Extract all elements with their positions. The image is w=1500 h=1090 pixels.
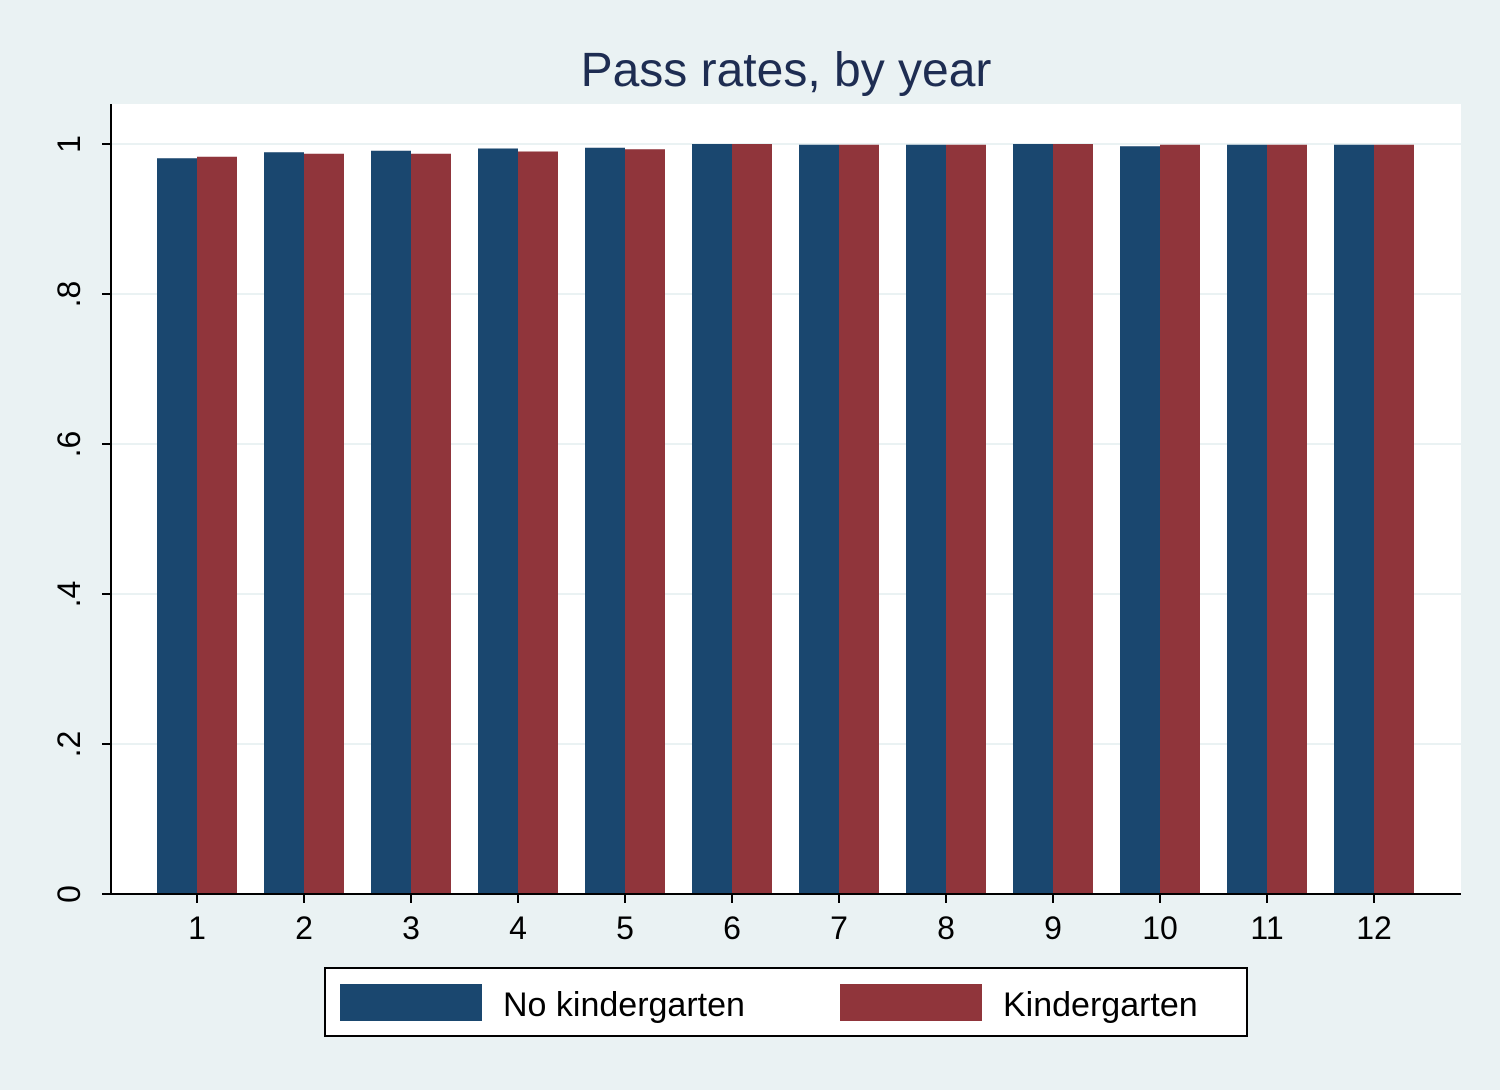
- bar-kindergarten-5: [625, 149, 665, 894]
- y-tick-label: .6: [51, 431, 87, 458]
- x-tick-label: 4: [509, 910, 527, 946]
- bar-kindergarten-11: [1267, 144, 1307, 894]
- legend-label-no-kindergarten: No kindergarten: [503, 986, 745, 1024]
- bar-kindergarten-10: [1160, 144, 1200, 894]
- bars: [157, 144, 1414, 894]
- bar-kindergarten-4: [518, 151, 558, 894]
- x-tick-label: 12: [1356, 910, 1392, 946]
- y-tick-label: .2: [51, 731, 87, 758]
- bar-no-kindergarten-7: [799, 144, 839, 894]
- bar-no-kindergarten-12: [1334, 144, 1374, 894]
- legend-box: [324, 967, 1248, 1037]
- bar-kindergarten-9: [1053, 144, 1093, 894]
- y-tick-label: .8: [51, 281, 87, 308]
- chart-title: Pass rates, by year: [581, 44, 992, 97]
- bar-kindergarten-12: [1374, 144, 1414, 894]
- bar-no-kindergarten-1: [157, 158, 197, 894]
- y-tick-label: 0: [51, 885, 87, 903]
- x-tick-label: 1: [188, 910, 206, 946]
- bar-no-kindergarten-11: [1227, 144, 1267, 894]
- x-tick-label: 6: [723, 910, 741, 946]
- x-tick-label: 9: [1044, 910, 1062, 946]
- bar-no-kindergarten-4: [478, 148, 518, 894]
- bar-kindergarten-2: [304, 153, 344, 894]
- bar-kindergarten-6: [732, 144, 772, 894]
- x-tick-label: 11: [1250, 910, 1283, 946]
- bar-no-kindergarten-6: [692, 144, 732, 894]
- bar-no-kindergarten-8: [906, 144, 946, 894]
- legend-swatch-no-kindergarten: [340, 984, 482, 1021]
- bar-no-kindergarten-10: [1120, 146, 1160, 894]
- x-tick-label: 3: [402, 910, 420, 946]
- bar-no-kindergarten-9: [1013, 144, 1053, 894]
- y-tick-label: 1: [51, 135, 87, 153]
- axes: 1 2 3 4 5 6 7 8 9 10 11 120.2.4.6.81: [51, 104, 1461, 946]
- legend: No kindergarten Kindergarten: [324, 967, 1248, 1037]
- bar-no-kindergarten-3: [371, 150, 411, 894]
- bar-kindergarten-7: [839, 144, 879, 894]
- x-tick-label: 2: [295, 910, 313, 946]
- bar-kindergarten-8: [946, 144, 986, 894]
- legend-swatch-kindergarten: [840, 984, 982, 1021]
- bar-kindergarten-1: [197, 156, 237, 894]
- x-tick-label: 5: [616, 910, 634, 946]
- x-tick-label: 10: [1142, 910, 1178, 946]
- x-tick-label: 8: [937, 910, 955, 946]
- legend-label-kindergarten: Kindergarten: [1003, 986, 1198, 1024]
- x-tick-label: 7: [830, 910, 848, 946]
- y-tick-label: .4: [51, 581, 87, 608]
- bar-no-kindergarten-2: [264, 152, 304, 894]
- bar-kindergarten-3: [411, 153, 451, 894]
- bar-no-kindergarten-5: [585, 147, 625, 894]
